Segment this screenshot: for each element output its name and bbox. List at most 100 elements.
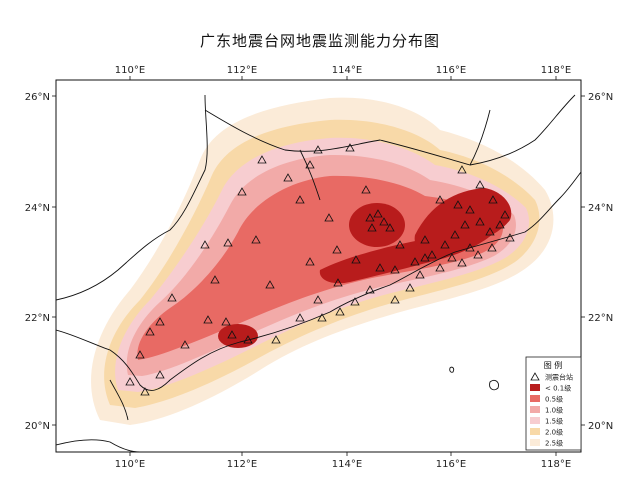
- station-marker: [420, 253, 430, 262]
- capability-zones: [91, 97, 554, 425]
- lon-tick-label-bottom: 114°E: [332, 459, 362, 470]
- stations-layer: [125, 143, 515, 396]
- station-marker: [488, 195, 498, 204]
- legend-label: 1.0级: [545, 406, 563, 415]
- station-marker: [379, 217, 389, 226]
- station-marker: [487, 243, 497, 252]
- station-marker: [390, 295, 400, 304]
- lon-tick-label-top: 114°E: [332, 65, 362, 76]
- legend-label: 1.5级: [545, 417, 563, 426]
- station-marker: [450, 230, 460, 239]
- province-border-west: [56, 94, 208, 301]
- station-marker: [200, 240, 210, 249]
- station-marker: [203, 315, 213, 324]
- lat-tick-label-right: 24°N: [588, 203, 613, 214]
- station-marker: [440, 240, 450, 249]
- station-marker: [457, 165, 467, 174]
- station-marker: [317, 313, 327, 322]
- station-marker: [145, 327, 155, 336]
- legend-items: 测震台站 < 0.1级 0.5级 1.0级 1.5级 2.0级 2.5级: [530, 372, 573, 448]
- station-marker: [447, 253, 457, 262]
- legend: 图 例 测震台站 < 0.1级 0.5级 1.0级 1.5级 2.0级 2.5级: [525, 356, 582, 451]
- station-marker: [365, 213, 375, 222]
- station-marker: [223, 238, 233, 247]
- station-marker: [155, 370, 165, 379]
- station-marker: [140, 387, 150, 396]
- station-marker: [505, 233, 515, 242]
- lat-tick-label-right: 22°N: [588, 313, 613, 324]
- lon-tick-label-bottom: 116°E: [436, 459, 466, 470]
- station-marker: [465, 205, 475, 214]
- station-marker: [125, 377, 135, 386]
- legend-swatch: [530, 439, 540, 446]
- lat-tick-label-right: 26°N: [588, 92, 613, 103]
- small-island-2: [449, 366, 455, 373]
- station-marker: [351, 255, 361, 264]
- station-marker: [237, 187, 247, 196]
- station-marker: [415, 270, 425, 279]
- axis-ticks: 110°E 110°E 112°E 112°E 114°E 114°E 116°E 116°E…: [25, 65, 613, 470]
- station-marker: [324, 213, 334, 222]
- core-east: [414, 188, 512, 256]
- station-marker: [350, 297, 360, 306]
- station-marker: [332, 245, 342, 254]
- lon-tick-label-bottom: 118°E: [541, 459, 571, 470]
- station-marker: [427, 250, 437, 259]
- station-marker: [473, 250, 483, 259]
- legend-station-symbol: [530, 372, 540, 381]
- station-marker: [361, 185, 371, 194]
- legend-swatch: [530, 406, 540, 413]
- legend-label: 2.0级: [545, 428, 563, 437]
- lon-tick-label-bottom: 110°E: [115, 459, 145, 470]
- station-marker: [365, 285, 375, 294]
- station-marker: [475, 217, 485, 226]
- station-marker: [457, 258, 467, 267]
- station-marker: [333, 278, 343, 287]
- station-marker: [295, 195, 305, 204]
- station-marker: [453, 200, 463, 209]
- lon-tick-label-top: 110°E: [115, 65, 145, 76]
- lat-tick-label-left: 22°N: [25, 313, 50, 324]
- station-marker: [495, 220, 505, 229]
- station-marker: [221, 317, 231, 326]
- station-marker: [155, 317, 165, 326]
- station-marker: [295, 313, 305, 322]
- lat-tick-label-right: 20°N: [588, 421, 613, 432]
- lon-tick-label-top: 112°E: [227, 65, 257, 76]
- station-marker: [460, 220, 470, 229]
- legend-swatch: [530, 384, 540, 391]
- legend-label: < 0.1级: [545, 384, 571, 393]
- station-marker: [410, 257, 420, 266]
- province-border-inner: [109, 109, 491, 421]
- lat-tick-label-left: 20°N: [25, 421, 50, 432]
- legend-label: 2.5级: [545, 439, 563, 448]
- station-marker: [210, 275, 220, 284]
- small-island: [489, 379, 499, 391]
- legend-title: 图 例: [544, 360, 563, 370]
- core-heyuan: [349, 203, 405, 247]
- station-marker: [420, 235, 430, 244]
- station-marker: [251, 235, 261, 244]
- lat-tick-label-left: 26°N: [25, 92, 50, 103]
- zone-0-5: [137, 175, 504, 360]
- station-marker: [305, 257, 315, 266]
- station-marker: [180, 340, 190, 349]
- station-marker: [335, 307, 345, 316]
- station-marker: [227, 330, 237, 339]
- hainan-coast: [56, 439, 141, 452]
- station-marker: [435, 263, 445, 272]
- station-marker: [373, 209, 383, 218]
- station-marker: [475, 180, 485, 189]
- station-marker: [135, 350, 145, 359]
- station-marker: [313, 295, 323, 304]
- legend-swatch: [530, 428, 540, 435]
- station-marker: [500, 210, 510, 219]
- station-marker: [435, 195, 445, 204]
- station-marker: [367, 223, 377, 232]
- core-west: [218, 324, 258, 348]
- province-border-north: [204, 94, 576, 166]
- coastline: [56, 171, 581, 391]
- station-marker: [345, 143, 355, 152]
- station-marker: [257, 155, 267, 164]
